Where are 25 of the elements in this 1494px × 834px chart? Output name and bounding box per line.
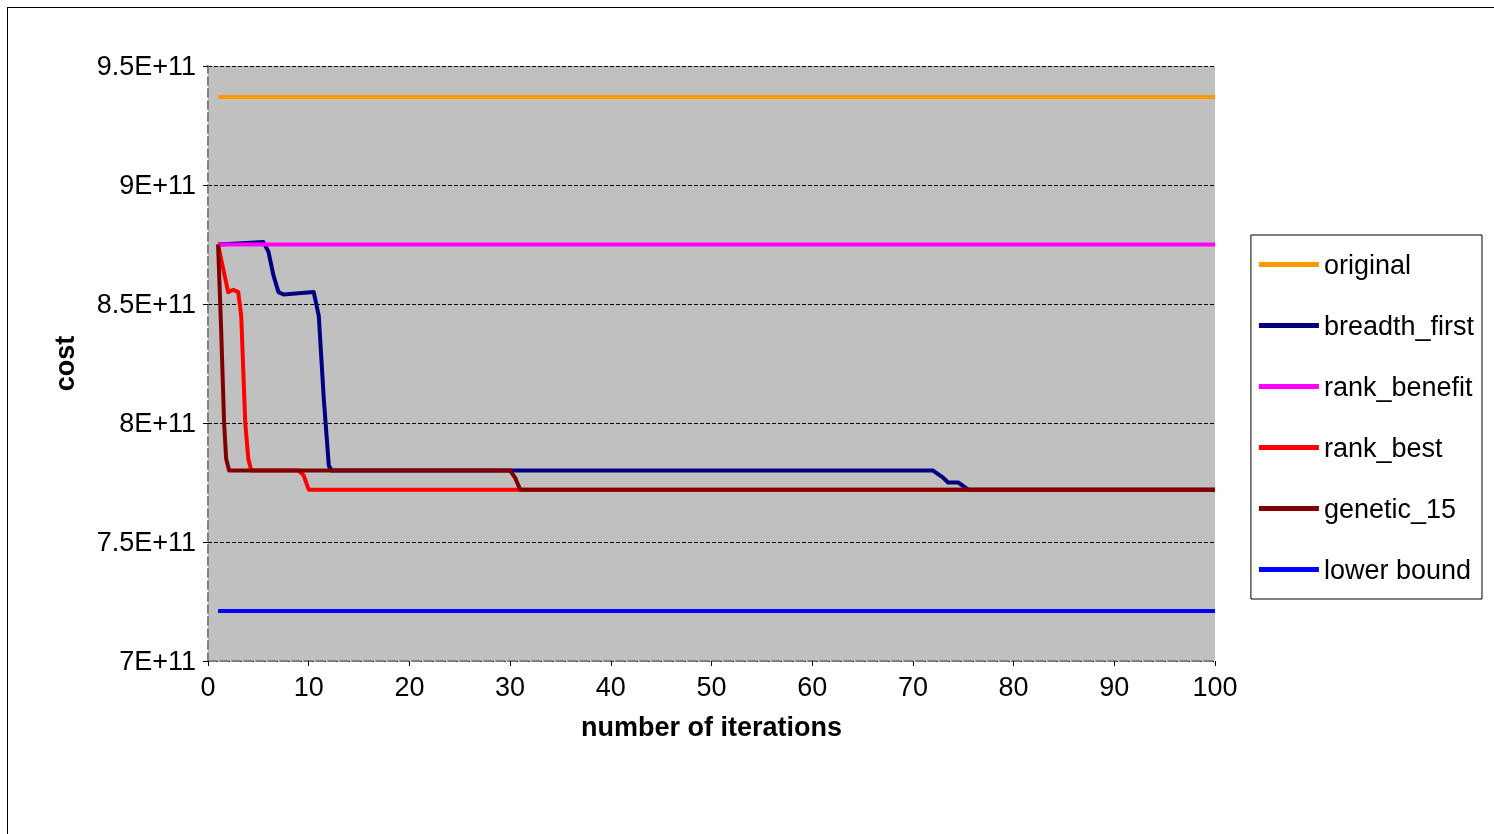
y-tick-label: 9.5E+11 [96,51,196,81]
x-tick-label: 100 [1192,671,1238,702]
x-tick-label: 10 [293,671,324,702]
y-tick-label: 8.5E+11 [96,289,196,319]
legend-label: breadth_first [1323,310,1475,341]
x-tick-label: 50 [696,671,727,702]
y-axis-title: cost [49,335,80,392]
legend-label: original [1323,249,1411,280]
legend-label: genetic_15 [1323,493,1457,524]
y-tick-label: 9E+11 [119,170,196,200]
x-tick-label: 0 [200,671,216,702]
y-tick-label: 7.5E+11 [96,527,196,557]
x-tick-label: 40 [595,671,626,702]
x-tick-label: 90 [1099,671,1130,702]
legend-label: lower bound [1323,554,1472,585]
x-axis-title: number of iterations [580,711,843,742]
y-tick-label: 8E+11 [119,408,196,438]
x-tick-label: 80 [998,671,1029,702]
x-tick-label: 30 [495,671,526,702]
x-tick-label: 70 [897,671,928,702]
legend-label: rank_best [1323,432,1443,463]
x-tick-label: 20 [394,671,425,702]
y-tick-label: 7E+11 [119,646,196,676]
x-tick-label: 60 [797,671,828,702]
legend-label: rank_benefit [1323,371,1474,402]
